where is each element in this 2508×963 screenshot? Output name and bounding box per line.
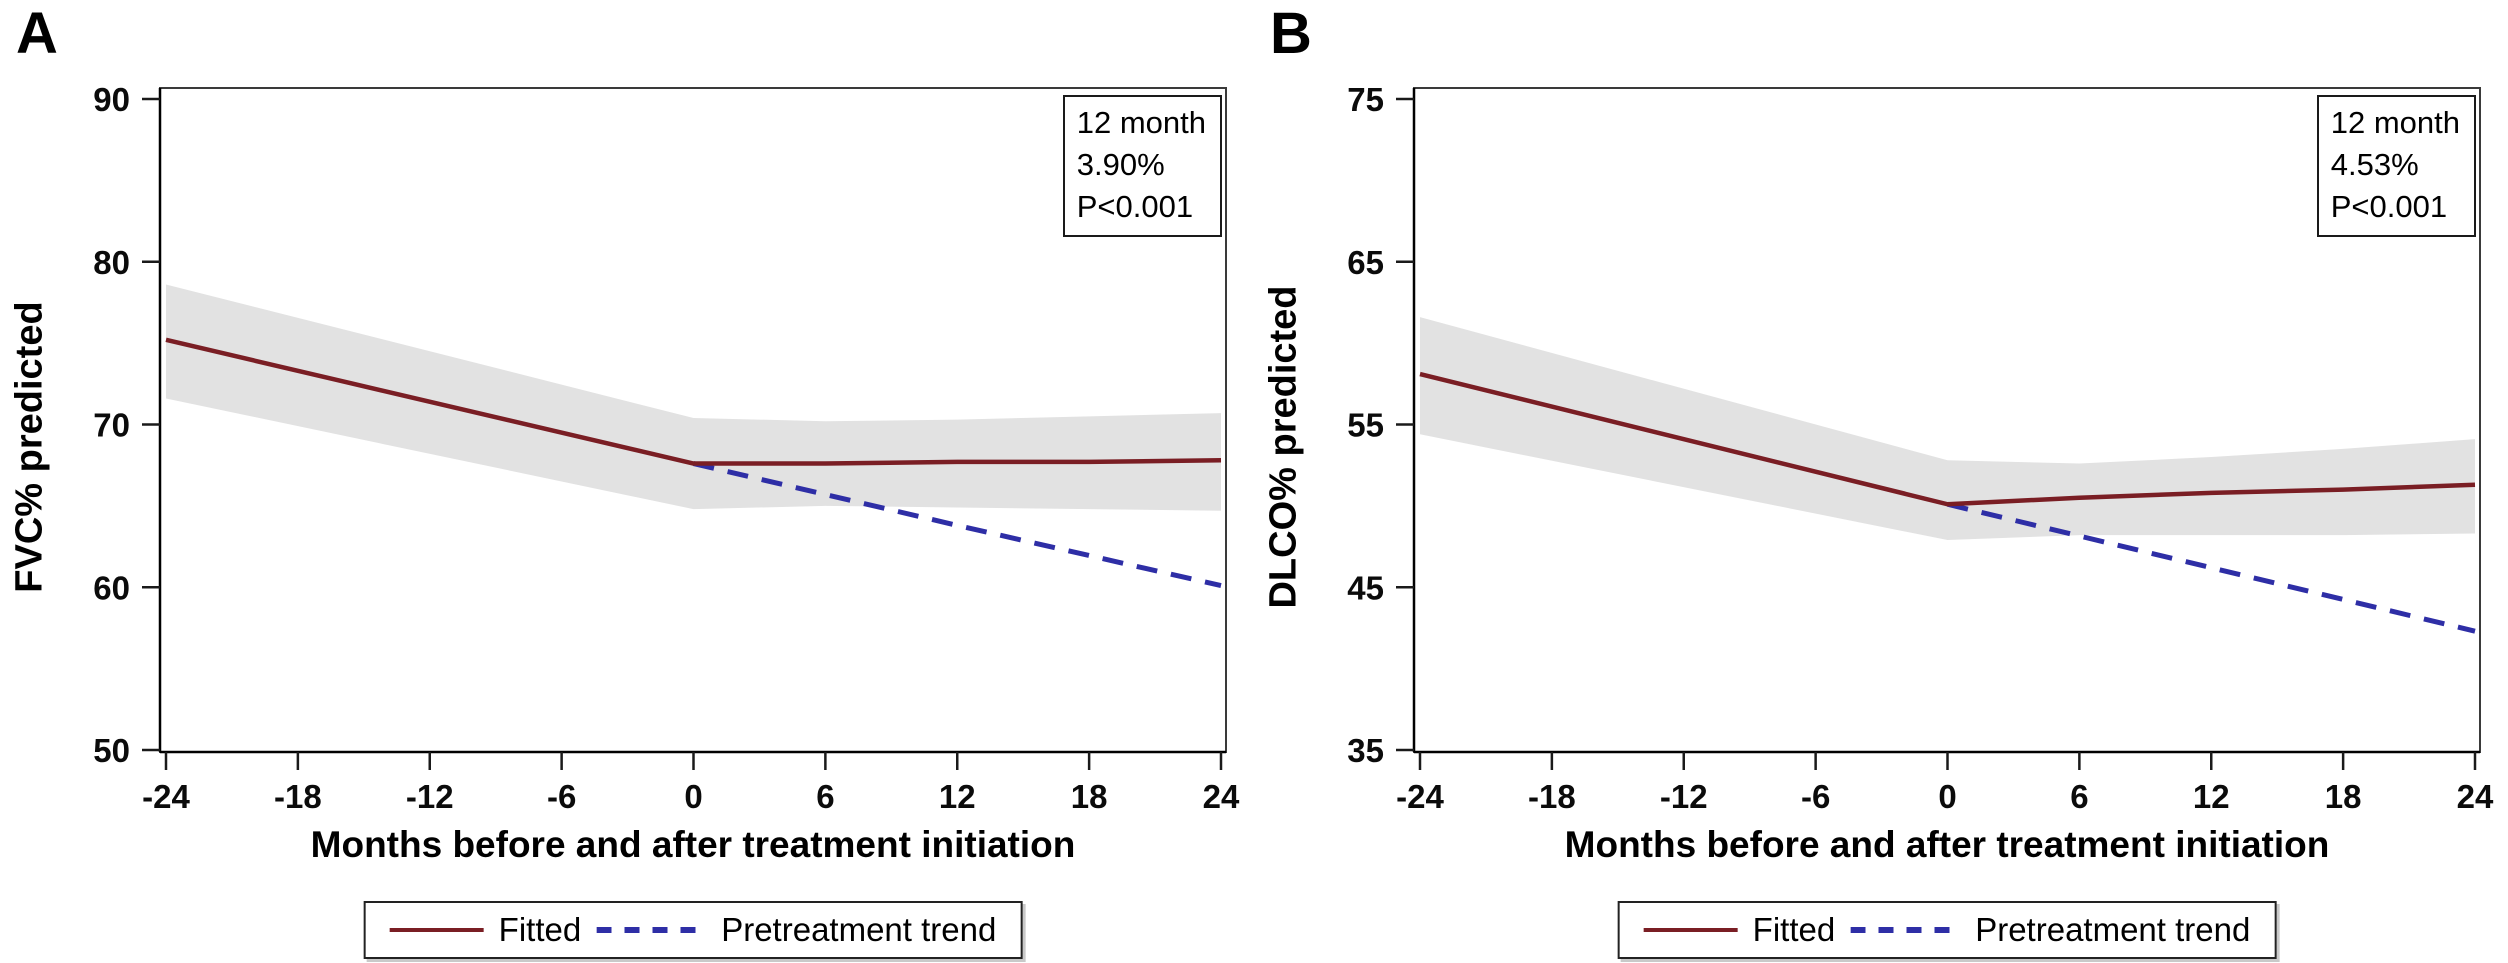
y-tick-label: 45 <box>1347 569 1384 606</box>
pretreatment-trend-legend-label: Pretreatment trend <box>1975 911 2251 948</box>
panel-b-plot-area: 75 65 55 45 35 -24 -18 -12 -6 0 6 12 18 24 <box>1347 81 2494 815</box>
y-tick-label: 90 <box>93 81 130 118</box>
y-tick-label: 80 <box>93 244 130 281</box>
y-tick-label: 70 <box>93 407 130 444</box>
fitted-line <box>1419 371 2476 507</box>
panel-a-legend: Fitted Pretreatment trend <box>363 901 1023 959</box>
x-tick-label: 6 <box>2070 778 2088 815</box>
y-tick-label: 50 <box>93 732 130 769</box>
panel-a-plot-area: 90 80 70 60 50 -24 -18 -12 -6 0 6 12 18 24 <box>93 81 1240 815</box>
annotation-line-1: 12 month <box>1076 105 1206 140</box>
panel-a: A FVC% predicted 90 80 70 60 50 -24 -18 -12 -6 0 6… <box>9 1 1240 959</box>
y-tick-label: 75 <box>1347 81 1384 118</box>
fitted-line <box>165 337 1222 466</box>
y-tick-label: 65 <box>1347 244 1384 281</box>
pretreatment-trend-legend-label: Pretreatment trend <box>721 911 997 948</box>
pretreatment-trend-line <box>1946 501 2476 634</box>
panel-a-annotation-box: 12 month 3.90% P<0.001 <box>1062 95 1222 237</box>
y-tick-label: 60 <box>93 569 130 606</box>
panel-b-annotation-box: 12 month 4.53% P<0.001 <box>2316 95 2476 237</box>
x-tick-label: 12 <box>2193 778 2230 815</box>
panel-b-legend: Fitted Pretreatment trend <box>1617 901 2277 959</box>
x-tick-label: -18 <box>1528 778 1576 815</box>
annotation-line-1: 12 month <box>2330 105 2460 140</box>
confidence-band <box>166 284 1221 511</box>
panel-b: B DLCO% predicted 75 65 55 45 35 -24 -18 -12 -6 0… <box>1254 0 2508 963</box>
x-tick-label: -18 <box>274 778 322 815</box>
fitted-line-swatch <box>389 928 484 932</box>
y-tick-label: 55 <box>1347 407 1384 444</box>
panel-b-x-axis-label: Months before and after treatment initia… <box>1564 824 2330 865</box>
x-tick-label: 18 <box>2325 778 2362 815</box>
pretreatment-trend-line-swatch <box>596 927 707 933</box>
confidence-band <box>1420 317 2475 541</box>
x-tick-label: 12 <box>939 778 976 815</box>
annotation-line-3: P<0.001 <box>1076 189 1194 224</box>
x-tick-label: 24 <box>1203 778 1240 815</box>
panel-a-letter: A <box>16 1 59 66</box>
x-tick-label: -6 <box>1801 778 1830 815</box>
x-tick-label: 6 <box>816 778 834 815</box>
x-tick-label: -6 <box>547 778 576 815</box>
x-tick-label: -12 <box>406 778 454 815</box>
panel-a-x-axis-label: Months before and after treatment initia… <box>310 824 1076 865</box>
fitted-legend-label: Fitted <box>498 911 582 948</box>
y-tick-label: 35 <box>1347 732 1384 769</box>
annotation-line-2: 3.90% <box>1076 147 1165 182</box>
fitted-line-swatch <box>1643 928 1738 932</box>
x-tick-label: 0 <box>684 778 702 815</box>
pretreatment-trend-line <box>692 461 1222 589</box>
panel-b-letter: B <box>1270 1 1313 66</box>
annotation-line-3: P<0.001 <box>2330 189 2448 224</box>
annotation-line-2: 4.53% <box>2330 147 2419 182</box>
x-tick-label: -12 <box>1660 778 1708 815</box>
x-tick-label: 0 <box>1938 778 1956 815</box>
x-tick-label: -24 <box>142 778 190 815</box>
fitted-legend-label: Fitted <box>1752 911 1836 948</box>
pretreatment-trend-line-swatch <box>1850 927 1961 933</box>
x-tick-label: -24 <box>1396 778 1444 815</box>
x-tick-label: 18 <box>1071 778 1108 815</box>
x-tick-label: 24 <box>2457 778 2494 815</box>
